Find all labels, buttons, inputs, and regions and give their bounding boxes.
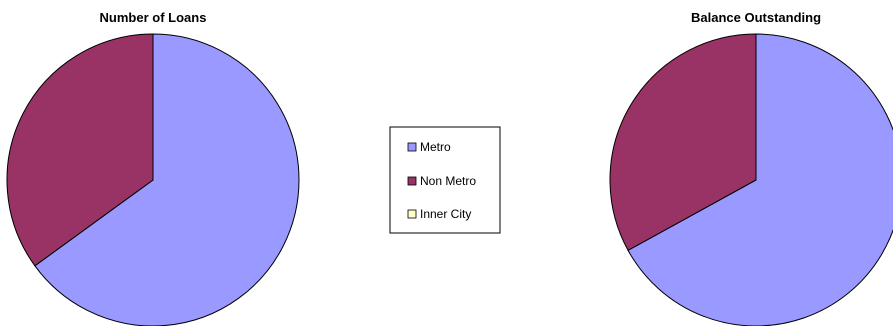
pie-slice-non-metro — [609, 33, 757, 252]
legend-label-metro: Metro — [420, 140, 451, 154]
legend-label-inner-city: Inner City — [420, 207, 471, 221]
legend-swatch-non-metro — [407, 176, 417, 186]
pie-balance-outstanding — [609, 33, 893, 326]
pie-number-of-loans — [6, 33, 300, 326]
chart-title-balance-outstanding: Balance Outstanding — [691, 10, 821, 25]
pie-slice-non-metro — [6, 33, 154, 267]
legend-item-non-metro: Non Metro — [407, 174, 476, 188]
legend-label-non-metro: Non Metro — [420, 174, 476, 188]
pie-slice-metro — [627, 33, 893, 326]
legend-item-inner-city: Inner City — [407, 207, 471, 221]
legend: Metro Non Metro Inner City — [389, 126, 501, 234]
pie-slice-metro — [34, 33, 300, 326]
legend-swatch-metro — [407, 142, 417, 152]
legend-swatch-inner-city — [407, 209, 417, 219]
legend-item-metro: Metro — [407, 140, 451, 154]
chart-title-number-of-loans: Number of Loans — [100, 10, 207, 25]
